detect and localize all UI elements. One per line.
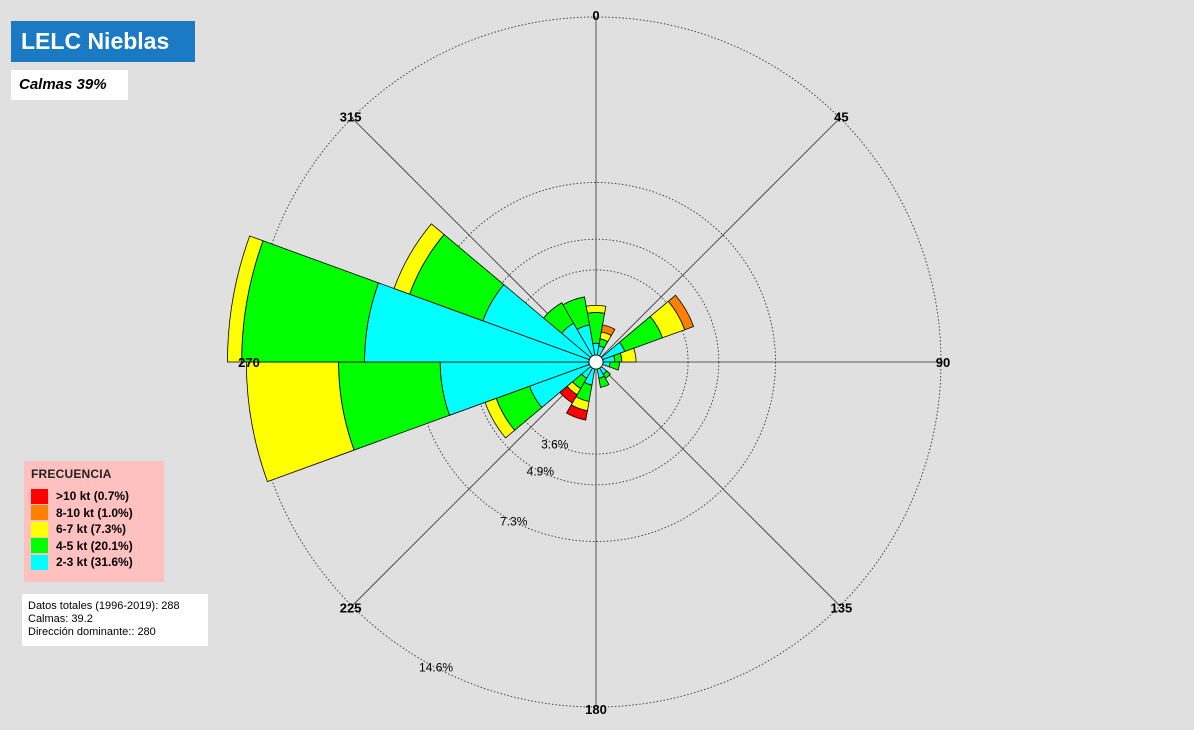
legend-title: FRECUENCIA <box>31 467 112 481</box>
ring-label: 3.6% <box>541 437 569 451</box>
direction-label: 270 <box>238 355 260 370</box>
legend-label: >10 kt (0.7%) <box>56 489 130 504</box>
direction-label: 0 <box>592 8 599 23</box>
rose-segment <box>245 361 355 483</box>
ring-label: 14.6% <box>419 661 453 675</box>
ring-label: 7.3% <box>500 514 528 528</box>
stats-total: Datos totales (1996-2019): 288 <box>28 600 180 612</box>
legend-swatch <box>31 488 48 504</box>
spoke-line <box>351 361 597 607</box>
rose-segment <box>562 296 590 330</box>
stats-box: Datos totales (1996-2019): 288 Calmas: 3… <box>22 594 208 646</box>
direction-label: 225 <box>340 600 362 615</box>
stats-dominant-direction: Dirección dominante:: 280 <box>28 626 156 638</box>
legend-item: 4-5 kt (20.1%) <box>31 538 164 555</box>
spoke-line <box>595 117 841 363</box>
direction-label: 180 <box>585 702 607 717</box>
legend-label: 8-10 kt (1.0%) <box>56 505 133 520</box>
rose-segment <box>619 347 637 363</box>
legend-item: >10 kt (0.7%) <box>31 488 164 505</box>
legend-label: 2-3 kt (31.6%) <box>56 555 133 570</box>
direction-label: 90 <box>936 355 950 370</box>
legend: FRECUENCIA >10 kt (0.7%) 8-10 kt (1.0%) … <box>24 461 164 582</box>
rose-hub <box>588 354 604 370</box>
legend-item: 8-10 kt (1.0%) <box>31 505 164 522</box>
rose-segment <box>241 240 379 363</box>
direction-label: 45 <box>834 110 848 125</box>
rose-segment <box>338 361 451 451</box>
rose-segment <box>602 361 611 368</box>
legend-item: 6-7 kt (7.3%) <box>31 521 164 538</box>
ring-label: 4.9% <box>527 464 555 478</box>
rose-segment <box>608 361 620 371</box>
legend-label: 6-7 kt (7.3%) <box>56 522 127 537</box>
rose-segment <box>667 294 695 331</box>
legend-label: 4-5 kt (20.1%) <box>56 538 133 553</box>
rose-segment <box>598 375 610 388</box>
direction-label: 135 <box>831 600 853 615</box>
legend-swatch <box>31 521 48 537</box>
legend-swatch <box>31 554 48 570</box>
chart-title: LELC Nieblas <box>11 21 195 62</box>
spoke-line <box>595 361 841 607</box>
rose-segment <box>585 304 607 314</box>
stats-calmas: Calmas: 39.2 <box>28 613 93 625</box>
rose-segment <box>565 404 588 421</box>
legend-swatch <box>31 505 48 521</box>
rose-segment <box>227 235 264 363</box>
legend-item: 2-3 kt (31.6%) <box>31 554 164 571</box>
rose-segment <box>393 223 445 295</box>
rose-segment <box>600 324 616 337</box>
calmas-label: Calmas 39% <box>11 70 128 100</box>
legend-swatch <box>31 538 48 554</box>
direction-label: 315 <box>340 110 362 125</box>
